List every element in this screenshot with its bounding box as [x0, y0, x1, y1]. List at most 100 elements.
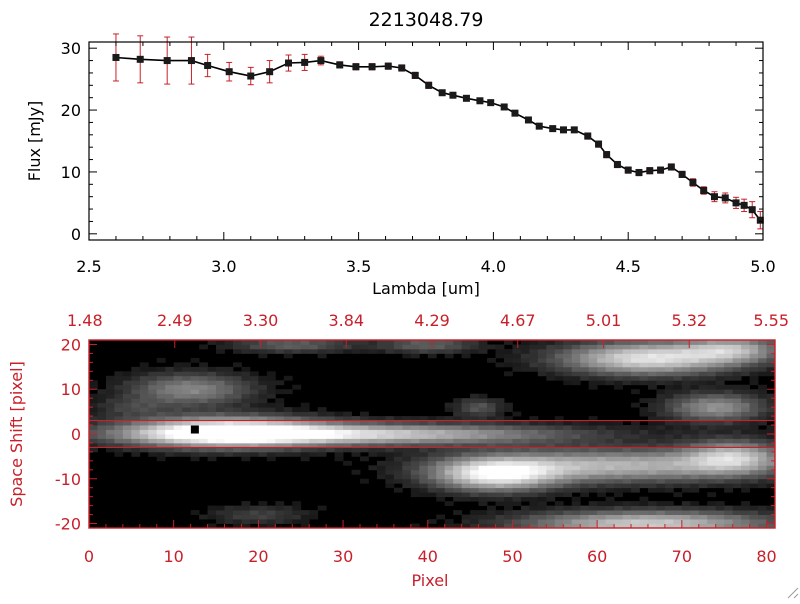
- image-pixel: [758, 393, 767, 399]
- image-pixel: [173, 407, 183, 413]
- image-pixel: [741, 514, 750, 520]
- image-pixel: [427, 447, 437, 453]
- flux-point: [624, 166, 632, 174]
- image-pixel: [105, 447, 115, 453]
- image-pixel: [165, 429, 175, 435]
- image-pixel: [89, 380, 98, 386]
- image-pixel: [588, 460, 598, 466]
- image-pixel: [546, 420, 556, 426]
- image-pixel: [478, 425, 488, 430]
- image-pixel: [376, 429, 386, 435]
- image-pixel: [224, 447, 234, 453]
- image-pixel: [207, 425, 217, 430]
- image-pixel: [698, 505, 708, 511]
- image-pixel: [326, 438, 336, 444]
- image-pixel: [402, 447, 412, 453]
- image-pixel: [114, 438, 124, 444]
- image-pixel: [224, 384, 234, 390]
- image-top-wavelength-ticks: 1.48 2.49 3.30 3.84 4.29 4.67 5.01 5.32 5.55: [67, 311, 789, 348]
- image-pixel: [444, 407, 454, 413]
- image-pixel: [639, 442, 649, 448]
- image-pixel: [444, 460, 454, 466]
- image-pixel: [707, 451, 717, 457]
- image-pixel: [156, 371, 166, 377]
- image-pixel: [503, 510, 513, 515]
- image-pixel: [520, 420, 530, 426]
- image-pixel: [715, 380, 725, 386]
- image-pixel: [224, 389, 234, 395]
- image-pixel: [453, 348, 463, 354]
- data-marker: [398, 64, 406, 72]
- image-pixel: [766, 523, 776, 529]
- image-pixel: [207, 514, 217, 520]
- image-pixel: [707, 420, 717, 426]
- image-pixel: [614, 514, 623, 520]
- image-pixel: [266, 456, 276, 462]
- image-pixel: [461, 487, 471, 493]
- image-pixel: [614, 420, 623, 426]
- image-pixel: [232, 438, 242, 444]
- image-pixel: [631, 362, 640, 368]
- image-pixel: [571, 465, 581, 471]
- image-pixel: [732, 384, 742, 390]
- image-pixel: [249, 416, 259, 421]
- image-pixel: [503, 357, 513, 363]
- image-pixel: [681, 451, 691, 457]
- image-pixel: [749, 357, 759, 363]
- image-pixel: [427, 438, 437, 444]
- image-pixel: [376, 416, 386, 421]
- image-pixel: [647, 371, 657, 377]
- image-pixel: [698, 460, 708, 466]
- image-pixel: [724, 438, 734, 444]
- image-pixel: [741, 438, 750, 444]
- image-pixel: [216, 514, 225, 520]
- image-pixel: [402, 340, 412, 345]
- image-pixel: [766, 469, 776, 475]
- image-x-tick-label: 10: [164, 547, 184, 566]
- resize-grip-icon[interactable]: [787, 587, 799, 599]
- image-pixel: [715, 344, 725, 350]
- image-pixel: [512, 425, 522, 430]
- image-pixel: [622, 514, 632, 520]
- image-pixel: [334, 451, 344, 457]
- image-pixel: [690, 474, 700, 480]
- image-pixel: [512, 474, 522, 480]
- image-pixel: [698, 420, 708, 426]
- image-pixel: [758, 411, 767, 417]
- image-pixel: [470, 474, 479, 480]
- image-pixel: [402, 451, 412, 457]
- image-pixel: [503, 407, 513, 413]
- image-pixel: [690, 344, 700, 350]
- image-pixel: [707, 407, 717, 413]
- image-pixel: [368, 434, 378, 439]
- image-pixel: [529, 478, 539, 484]
- image-pixel: [724, 366, 734, 372]
- image-pixel: [334, 456, 344, 462]
- image-pixel: [283, 510, 293, 515]
- image-pixel: [724, 384, 734, 390]
- image-pixel: [741, 353, 750, 359]
- image-pixel: [241, 416, 251, 421]
- image-pixel: [766, 505, 776, 511]
- image-pixel: [673, 505, 683, 511]
- image-pixel: [89, 447, 98, 453]
- image-pixel: [495, 483, 505, 489]
- image-pixel: [512, 456, 522, 462]
- image-pixel: [563, 492, 573, 498]
- image-pixel: [656, 402, 666, 408]
- image-pixel: [647, 478, 657, 484]
- image-pixel: [563, 474, 573, 480]
- flux-point: [500, 103, 508, 111]
- image-pixel: [766, 393, 776, 399]
- image-pixel: [639, 460, 649, 466]
- image-pixel: [402, 344, 412, 350]
- image-pixel: [249, 425, 259, 430]
- image-pixel: [563, 523, 573, 529]
- image-pixel: [707, 492, 717, 498]
- image-pixel: [376, 447, 386, 453]
- data-marker: [700, 187, 708, 194]
- image-pixel: [216, 510, 225, 515]
- image-pixel: [478, 411, 488, 417]
- image-pixel: [131, 442, 141, 448]
- image-pixel: [241, 519, 251, 524]
